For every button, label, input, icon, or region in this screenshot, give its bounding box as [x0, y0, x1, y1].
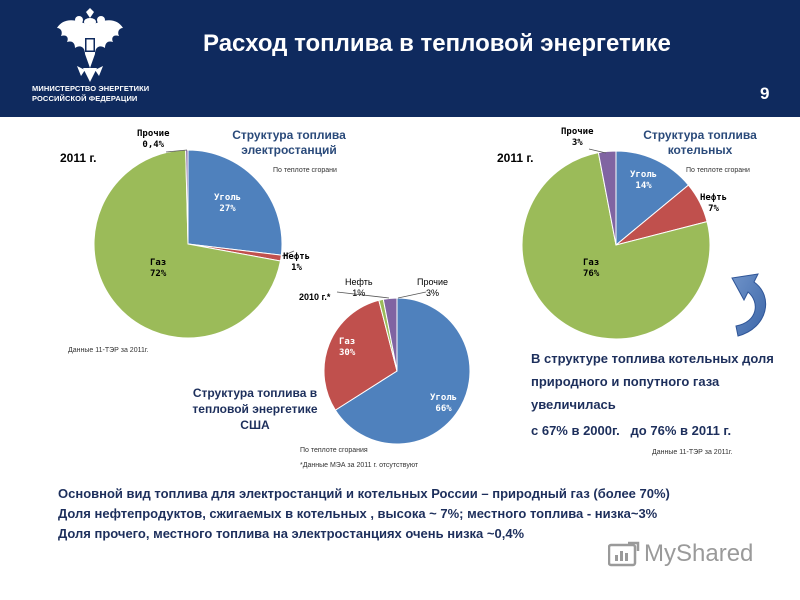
chart2-other-name: Прочие [561, 127, 594, 137]
chart2-slice-gas [521, 152, 711, 340]
chart1-note: По теплоте сгорани [273, 167, 337, 174]
chart3-slice-oil [323, 299, 398, 411]
chart3-coal-name: Уголь [430, 393, 458, 403]
highlight-line2: природного и попутного газа [531, 374, 720, 389]
chart2-slice-other [597, 150, 617, 246]
chart2-coal-label: Уголь 14% [630, 170, 657, 192]
chart2-other-label: Прочие 3% [561, 127, 594, 149]
chart1-source: Данные 11-ТЭР за 2011г. [68, 347, 149, 354]
chart3-footnote: *Данные МЭА за 2011 г. отсутствуют [300, 462, 419, 469]
chart3-title-line1: Структура топлива в [192, 386, 318, 400]
chart2-oil-value: 7% [708, 204, 719, 214]
chart3-other-value: 3% [426, 288, 440, 298]
watermark-text: MyShared [644, 540, 754, 567]
chart1-gas-label: Газ 72% [150, 258, 166, 280]
summary-line1: Основной вид топлива для электростанций … [58, 486, 670, 501]
chart1-oil-value: 1% [291, 263, 302, 273]
leader-line [397, 291, 427, 299]
chart1-slice-gas [93, 149, 282, 339]
chart1-other-value: 0,4% [142, 140, 165, 150]
summary-line3: Доля прочего, местного топлива на электр… [58, 526, 525, 541]
highlight-source: Данные 11-ТЭР за 2011г. [652, 449, 733, 456]
chart2-coal-name: Уголь [630, 170, 658, 180]
chart1-other-label: Прочие 0,4% [137, 129, 170, 151]
chart3-note: По теплоте сгорания [300, 447, 368, 454]
chart1-year: 2011 г. [60, 151, 97, 165]
leader-line [336, 291, 390, 299]
chart1-coal-label: Уголь 27% [214, 193, 241, 215]
ministry-line-2: РОССИЙСКОЙ ФЕДЕРАЦИИ [32, 94, 138, 103]
chart2-oil-name: Нефть [700, 193, 728, 203]
chart2-gas-label: Газ 76% [583, 258, 599, 280]
chart1-title-line1: Структура топлива [232, 128, 346, 142]
chart2-note: По теплоте сгорани [686, 167, 750, 174]
chart2-year: 2011 г. [497, 151, 534, 165]
leader-line [165, 149, 188, 153]
chart3-oil-label: Нефть 1% [345, 277, 373, 299]
chart3-other-label: Прочие 3% [417, 277, 448, 299]
chart1-oil-name: Нефть [283, 252, 311, 262]
chart2-oil-label: Нефть 7% [700, 193, 727, 215]
chart3-coal-value: 66% [435, 404, 452, 414]
chart3-gas-label: Газ 30% [339, 337, 355, 359]
chart3-slice-other [382, 297, 398, 372]
header-bar: МИНИСТЕРСТВО ЭНЕРГЕТИКИ РОССИЙСКОЙ ФЕДЕР… [0, 0, 800, 117]
chart1-slice-coal [187, 149, 283, 256]
chart1-title-line2: электростанций [241, 143, 337, 157]
leader-line [281, 250, 295, 257]
chart1-oil-label: Нефть 1% [283, 252, 310, 274]
highlight-line4: с 67% в 2000г. до 76% в 2011 г. [531, 423, 732, 438]
highlight-text: В структуре топлива котельных доля приро… [531, 347, 774, 442]
chart1-coal-name: Уголь [214, 193, 242, 203]
chart3-other-name: Прочие [417, 277, 449, 287]
chart2-title-line1: Структура топлива [643, 128, 757, 142]
chart2-gas-value: 76% [583, 269, 600, 279]
ministry-name: МИНИСТЕРСТВО ЭНЕРГЕТИКИ РОССИЙСКОЙ ФЕДЕР… [32, 84, 149, 104]
chart1-other-name: Прочие [137, 129, 170, 139]
myshared-logo-icon [608, 541, 640, 567]
ministry-line-1: МИНИСТЕРСТВО ЭНЕРГЕТИКИ [32, 84, 150, 93]
highlight-line3: увеличилась [531, 397, 616, 412]
curved-arrow-icon [731, 273, 767, 337]
chart1-gas-value: 72% [150, 269, 167, 279]
chart3-slice-coal [334, 297, 471, 445]
chart3-title-line3: США [240, 418, 270, 432]
chart3-oil-value: 1% [352, 288, 366, 298]
summary-text: Основной вид топлива для электростанций … [58, 484, 670, 544]
highlight-line1: В структуре топлива котельных доля [531, 351, 774, 366]
chart3-gas-value: 30% [339, 348, 356, 358]
page-number: 9 [760, 84, 770, 103]
chart3-oil-name: Нефть [345, 277, 373, 287]
chart3-title-line2: тепловой энергетике [192, 402, 318, 416]
chart2-other-value: 3% [571, 138, 583, 148]
chart2-title-line2: котельных [667, 143, 733, 157]
chart3-year: 2010 г.* [299, 292, 331, 302]
watermark: MyShared [608, 536, 768, 574]
page-title: Расход топлива в тепловой энергетике [203, 30, 671, 57]
chart2-title: Структура топлива котельных [625, 128, 775, 158]
chart3-gas-name: Газ [339, 337, 356, 347]
chart1-title: Структура топлива электростанций [214, 128, 364, 158]
chart2-coal-value: 14% [635, 181, 652, 191]
double-headed-eagle-icon [57, 8, 123, 82]
chart2-gas-name: Газ [583, 258, 600, 268]
chart2-slice-coal [615, 150, 690, 247]
chart3-title: Структура топлива в тепловой энергетике … [180, 385, 330, 433]
chart1-gas-name: Газ [150, 258, 167, 268]
leader-line [588, 148, 607, 154]
chart3-coal-label: Уголь 66% [430, 393, 457, 415]
chart1-coal-value: 27% [219, 204, 236, 214]
summary-line2: Доля нефтепродуктов, сжигаемых в котельн… [58, 506, 658, 521]
